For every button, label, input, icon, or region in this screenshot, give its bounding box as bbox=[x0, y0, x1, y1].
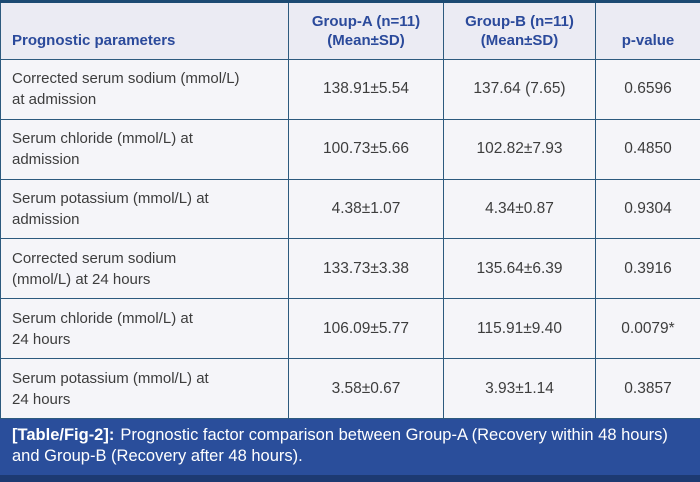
cell-p-value: 0.3857 bbox=[595, 358, 700, 419]
cell-group-a: 106.09±5.77 bbox=[288, 298, 444, 360]
cell-group-a: 3.58±0.67 bbox=[288, 358, 444, 419]
figure-caption: [Table/Fig-2]: Prognostic factor comparis… bbox=[0, 419, 700, 482]
cell-parameter: Serum potassium (mmol/L) at admission bbox=[0, 178, 289, 240]
column-header-p-value: p-value bbox=[595, 1, 700, 60]
cell-group-b: 102.82±7.93 bbox=[443, 118, 596, 180]
cell-group-a: 4.38±1.07 bbox=[288, 178, 444, 240]
cell-p-value: 0.4850 bbox=[595, 118, 700, 180]
header-row: Prognostic parameters Group-A (n=11) (Me… bbox=[0, 1, 700, 60]
column-header-parameters: Prognostic parameters bbox=[0, 1, 289, 60]
table-row: Corrected serum sodium (mmol/L) at 24 ho… bbox=[0, 238, 700, 300]
cell-p-value: 0.9304 bbox=[595, 178, 700, 240]
cell-group-b: 137.64 (7.65) bbox=[443, 59, 596, 120]
prognostic-table: Prognostic parameters Group-A (n=11) (Me… bbox=[0, 0, 700, 419]
cell-group-a: 133.73±3.38 bbox=[288, 238, 444, 300]
cell-group-b: 135.64±6.39 bbox=[443, 238, 596, 300]
cell-group-a: 100.73±5.66 bbox=[288, 118, 444, 180]
table-row: Serum chloride (mmol/L) at admission 100… bbox=[0, 118, 700, 180]
cell-group-b: 4.34±0.87 bbox=[443, 178, 596, 240]
table-row: Serum chloride (mmol/L) at 24 hours 106.… bbox=[0, 298, 700, 360]
cell-parameter: Corrected serum sodium (mmol/L) at 24 ho… bbox=[0, 238, 289, 300]
cell-group-b: 3.93±1.14 bbox=[443, 358, 596, 419]
cell-p-value: 0.0079* bbox=[595, 298, 700, 360]
table-row: Corrected serum sodium (mmol/L) at admis… bbox=[0, 59, 700, 120]
caption-label: [Table/Fig-2]: bbox=[12, 426, 115, 444]
column-header-group-a: Group-A (n=11) (Mean±SD) bbox=[288, 1, 444, 60]
table-row: Serum potassium (mmol/L) at 24 hours 3.5… bbox=[0, 358, 700, 419]
cell-parameter: Corrected serum sodium (mmol/L) at admis… bbox=[0, 59, 289, 120]
cell-p-value: 0.3916 bbox=[595, 238, 700, 300]
cell-parameter: Serum chloride (mmol/L) at 24 hours bbox=[0, 298, 289, 360]
column-header-group-b: Group-B (n=11) (Mean±SD) bbox=[443, 1, 596, 60]
cell-parameter: Serum potassium (mmol/L) at 24 hours bbox=[0, 358, 289, 419]
cell-group-b: 115.91±9.40 bbox=[443, 298, 596, 360]
table-row: Serum potassium (mmol/L) at admission 4.… bbox=[0, 178, 700, 240]
cell-p-value: 0.6596 bbox=[595, 59, 700, 120]
caption-text: Prognostic factor comparison between Gro… bbox=[12, 426, 668, 466]
cell-group-a: 138.91±5.54 bbox=[288, 59, 444, 120]
cell-parameter: Serum chloride (mmol/L) at admission bbox=[0, 118, 289, 180]
